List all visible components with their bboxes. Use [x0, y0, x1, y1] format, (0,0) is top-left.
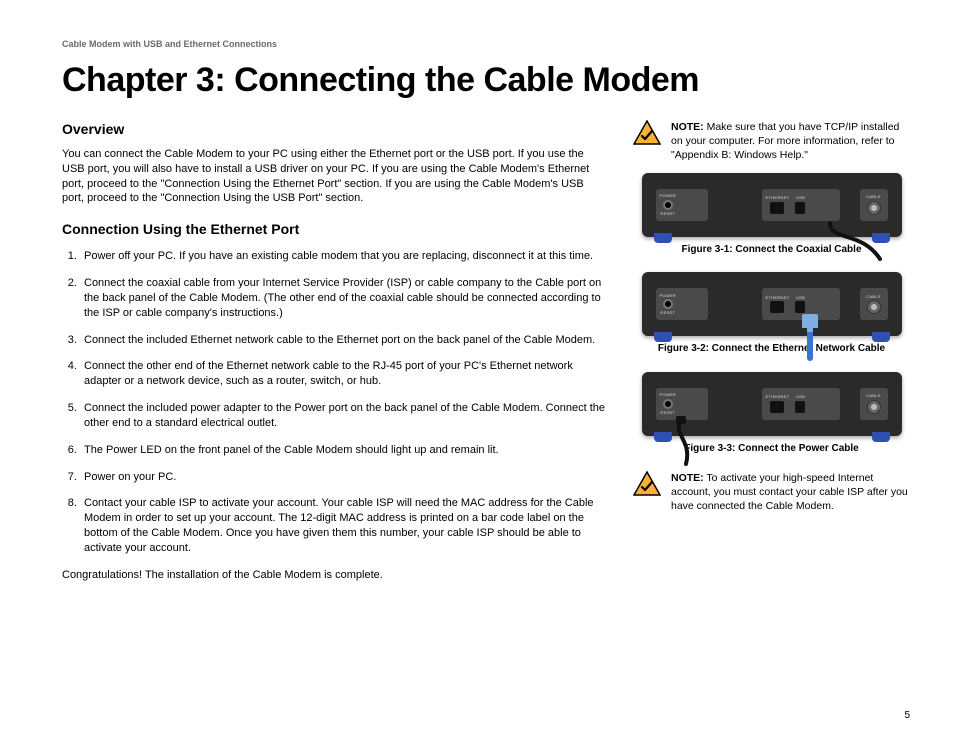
- ethernet-heading: Connection Using the Ethernet Port: [62, 220, 607, 239]
- note-2: NOTE: To activate your high-speed Intern…: [633, 471, 910, 514]
- chapter-title: Chapter 3: Connecting the Cable Modem: [62, 58, 910, 104]
- label-power: POWER: [660, 193, 677, 198]
- step-item: Contact your cable ISP to activate your …: [80, 496, 607, 555]
- modem-illustration: POWER RESET ETHERNET USB CABLE: [642, 173, 902, 237]
- figure-3-2-caption: Figure 3-2: Connect the Ethernet Network…: [633, 342, 910, 356]
- left-column: Overview You can connect the Cable Modem…: [62, 120, 607, 593]
- step-item: Power off your PC. If you have an existi…: [80, 249, 607, 264]
- figure-3-1: POWER RESET ETHERNET USB CABLE: [642, 173, 902, 237]
- modem-illustration: POWERRESET ETHERNET USB CABLE: [642, 372, 902, 436]
- overview-body: You can connect the Cable Modem to your …: [62, 147, 607, 206]
- two-column-layout: Overview You can connect the Cable Modem…: [62, 120, 910, 593]
- page-number: 5: [904, 709, 910, 723]
- congrats-text: Congratulations! The installation of the…: [62, 568, 607, 583]
- coax-cable-icon: [822, 221, 882, 261]
- modem-illustration: POWERRESET ETHERNET USB CABLE: [642, 272, 902, 336]
- ethernet-cable-icon: [798, 314, 822, 364]
- warning-check-icon: [633, 120, 661, 146]
- note-1-body: Make sure that you have TCP/IP installed…: [671, 121, 899, 161]
- step-item: Connect the included power adapter to th…: [80, 401, 607, 431]
- right-column: NOTE: Make sure that you have TCP/IP ins…: [633, 120, 910, 593]
- note-2-text: NOTE: To activate your high-speed Intern…: [671, 471, 910, 514]
- step-item: Connect the other end of the Ethernet ne…: [80, 359, 607, 389]
- note-1-text: NOTE: Make sure that you have TCP/IP ins…: [671, 120, 910, 163]
- step-item: Connect the coaxial cable from your Inte…: [80, 276, 607, 321]
- running-head: Cable Modem with USB and Ethernet Connec…: [62, 38, 910, 50]
- label-usb: USB: [796, 195, 805, 200]
- steps-list: Power off your PC. If you have an existi…: [62, 249, 607, 556]
- step-item: Connect the included Ethernet network ca…: [80, 333, 607, 348]
- label-reset: RESET: [660, 211, 675, 216]
- label-ethernet: ETHERNET: [766, 195, 790, 200]
- overview-heading: Overview: [62, 120, 607, 139]
- warning-check-icon: [633, 471, 661, 497]
- figure-3-3: POWERRESET ETHERNET USB CABLE: [642, 372, 902, 436]
- note-2-label: NOTE:: [671, 472, 704, 484]
- step-item: Power on your PC.: [80, 470, 607, 485]
- power-cable-icon: [672, 416, 712, 466]
- label-cable: CABLE: [866, 194, 881, 199]
- note-1: NOTE: Make sure that you have TCP/IP ins…: [633, 120, 910, 163]
- note-1-label: NOTE:: [671, 121, 704, 133]
- step-item: The Power LED on the front panel of the …: [80, 443, 607, 458]
- note-2-body: To activate your high-speed Internet acc…: [671, 472, 908, 512]
- figure-3-2: POWERRESET ETHERNET USB CABLE: [642, 272, 902, 336]
